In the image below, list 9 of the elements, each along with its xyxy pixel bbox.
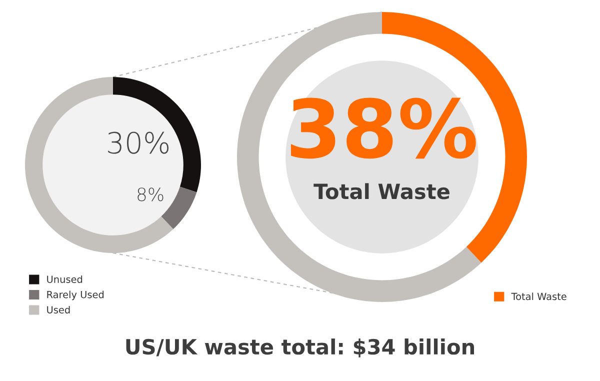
data-label: 30%: [108, 132, 169, 154]
legend-label: Used: [47, 306, 70, 314]
legend-label: Unused: [47, 275, 82, 283]
legend-label: Rarely Used: [47, 290, 104, 300]
data-label: 38%: [290, 98, 476, 159]
text: US/UK waste total: $34 billion: [126, 338, 474, 358]
text: Total Waste: [314, 183, 450, 200]
data-label: 8%: [138, 188, 164, 202]
legend-label: Total Waste: [511, 292, 566, 300]
